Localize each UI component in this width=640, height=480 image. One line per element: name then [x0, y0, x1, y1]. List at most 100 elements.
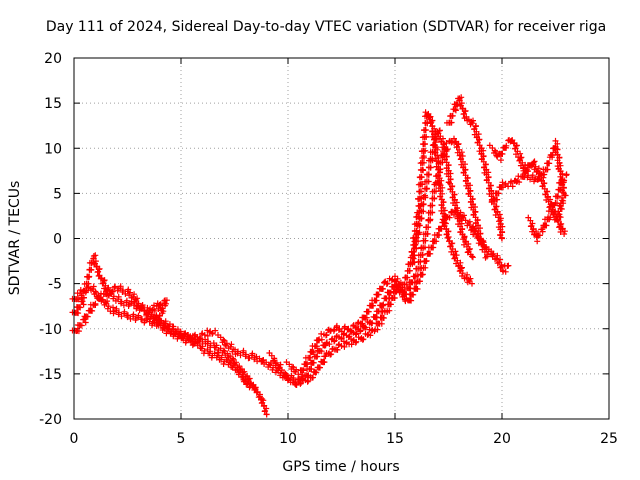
data-point — [543, 166, 550, 173]
x-axis-label: GPS time / hours — [282, 459, 399, 475]
data-point — [499, 151, 506, 157]
series-track-3 — [69, 283, 219, 343]
data-point — [181, 333, 188, 340]
data-point — [343, 340, 350, 347]
data-point — [104, 286, 111, 293]
data-point — [321, 353, 328, 360]
data-point — [102, 291, 109, 297]
data-point — [470, 231, 477, 238]
data-point — [523, 168, 530, 175]
data-point — [561, 177, 568, 184]
y-tick-label: 5 — [53, 186, 62, 202]
data-point — [421, 154, 427, 161]
grid-lines — [74, 58, 609, 419]
data-point — [81, 294, 87, 301]
data-point — [164, 325, 171, 332]
data-point — [163, 297, 170, 304]
x-tick-label: 15 — [386, 431, 404, 447]
data-point — [309, 374, 316, 381]
data-point — [408, 297, 415, 304]
data-point — [449, 112, 456, 119]
data-point — [429, 148, 436, 155]
data-point — [110, 304, 116, 311]
data-point — [502, 268, 509, 275]
data-point — [293, 382, 300, 388]
data-point — [391, 295, 398, 301]
data-point — [380, 315, 387, 321]
data-point — [421, 140, 428, 147]
data-point — [469, 253, 475, 260]
data-point — [75, 328, 82, 335]
data-point — [386, 289, 393, 296]
data-point — [77, 304, 84, 311]
data-point — [91, 302, 98, 309]
data-point — [196, 335, 203, 342]
data-point — [359, 336, 366, 343]
data-point — [127, 289, 134, 296]
data-point — [429, 209, 436, 216]
data-point — [83, 287, 90, 294]
data-point — [407, 285, 414, 292]
data-point — [313, 353, 320, 360]
data-point — [320, 359, 327, 366]
data-point — [448, 119, 455, 126]
data-point — [425, 171, 432, 178]
data-point — [80, 301, 87, 308]
series-track-9 — [444, 94, 506, 242]
data-point — [379, 302, 385, 309]
data-point — [548, 208, 555, 215]
data-point — [378, 320, 385, 327]
data-point — [323, 332, 329, 339]
data-point — [312, 369, 319, 376]
y-tick-label: -20 — [39, 412, 62, 428]
data-point — [367, 332, 374, 339]
data-point — [469, 254, 476, 261]
series-track-11 — [486, 137, 569, 224]
data-point — [86, 273, 93, 280]
data-point — [422, 192, 428, 199]
data-point — [174, 335, 181, 342]
data-point — [494, 252, 501, 259]
data-point — [358, 320, 365, 327]
data-marks — [69, 94, 570, 418]
y-tick-label: -15 — [39, 367, 62, 383]
data-point — [89, 307, 96, 314]
data-point — [516, 179, 523, 186]
data-point — [246, 384, 253, 391]
series-track-8 — [407, 127, 476, 266]
data-point — [429, 155, 436, 162]
data-point — [368, 320, 375, 327]
data-point — [539, 228, 546, 235]
data-point — [490, 250, 497, 257]
data-point — [78, 322, 85, 329]
data-point — [209, 330, 216, 337]
data-point — [433, 238, 440, 245]
data-point — [499, 235, 505, 242]
data-point — [82, 319, 89, 326]
data-point — [427, 113, 434, 120]
data-point — [423, 133, 429, 140]
x-tick-label: 20 — [493, 431, 511, 447]
data-point — [411, 273, 418, 280]
data-point — [383, 281, 390, 287]
series-track-12 — [488, 158, 568, 237]
data-point — [83, 280, 90, 287]
data-point — [380, 301, 387, 308]
x-tick-label: 0 — [70, 431, 79, 447]
data-point — [364, 308, 371, 315]
data-point — [314, 337, 321, 344]
data-point — [344, 326, 351, 333]
data-point — [543, 222, 550, 229]
data-point — [236, 368, 243, 375]
data-point — [521, 173, 528, 180]
data-point — [161, 300, 168, 306]
data-point — [300, 367, 307, 374]
data-point — [347, 327, 354, 334]
data-point — [459, 270, 466, 277]
data-point — [84, 313, 91, 320]
data-point — [429, 202, 436, 209]
data-point — [419, 271, 426, 278]
data-point — [310, 349, 317, 356]
data-point — [452, 107, 459, 114]
data-point — [92, 300, 99, 307]
